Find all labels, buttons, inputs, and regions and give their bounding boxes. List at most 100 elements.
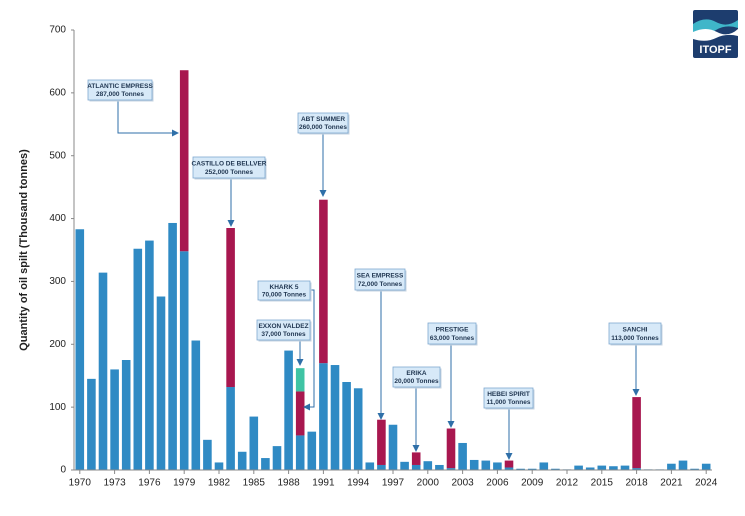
y-axis-title: Quantity of oil spilt (Thousand tonnes) — [18, 149, 30, 351]
x-tick-label: 2003 — [451, 478, 474, 489]
bar-segment — [156, 296, 166, 470]
annotation-title: SANCHI — [623, 326, 648, 333]
bar-segment — [632, 397, 641, 469]
x-tick-label: 2009 — [521, 478, 544, 489]
bar-segment — [690, 468, 699, 470]
annotation-detail: 11,000 Tonnes — [487, 399, 531, 406]
annotation-detail: 37,000 Tonnes — [261, 331, 306, 338]
annotation-title: CASTILLO DE BELLVER — [192, 160, 267, 167]
x-tick-label: 2012 — [556, 478, 579, 489]
bar-segment — [342, 382, 351, 470]
bar-segment — [551, 468, 560, 470]
bar-segment — [168, 222, 177, 470]
bar-segment — [504, 467, 514, 470]
bar-segment — [75, 229, 85, 470]
annotation-box — [192, 156, 266, 179]
bar-segment — [98, 272, 108, 470]
x-tick-label: 1976 — [138, 478, 161, 489]
bar-segment — [365, 462, 375, 470]
annotation-title: ABT SUMMER — [301, 116, 345, 123]
bar-segment — [191, 340, 201, 470]
y-tick-label: 700 — [49, 25, 66, 36]
annotation-detail: 72,000 Tonnes — [358, 281, 403, 288]
annotation-box — [87, 79, 153, 101]
bar-segment — [261, 458, 270, 470]
bar-segment — [597, 465, 607, 470]
bar-segment — [481, 460, 491, 470]
x-tick-label: 1997 — [382, 478, 405, 489]
bar-segment — [516, 468, 525, 470]
annotation-detail: 20,000 Tonnes — [394, 378, 439, 385]
bar-segment — [701, 463, 711, 470]
bar-segment — [377, 464, 386, 470]
bar-segment — [400, 461, 409, 470]
annotation-detail: 252,000 Tonnes — [205, 169, 253, 176]
annotation-title: KHARK 5 — [270, 284, 299, 291]
bar-segment — [527, 468, 537, 470]
logo-text: ITOPF — [699, 44, 731, 56]
bar-segment — [458, 442, 467, 470]
y-tick-label: 100 — [49, 402, 66, 413]
bar-segment — [295, 368, 305, 392]
bar-segment — [585, 467, 595, 470]
y-tick-label: 600 — [49, 87, 66, 98]
x-tick-label: 1979 — [173, 478, 196, 489]
annotation-detail: 63,000 Tonnes — [430, 335, 475, 342]
bar-segment — [446, 428, 456, 469]
x-tick-label: 1991 — [312, 478, 335, 489]
bar-segment — [469, 459, 479, 470]
bar-segment — [504, 460, 514, 468]
annotation-title: ERIKA — [406, 370, 427, 377]
bar-segment — [249, 416, 259, 470]
bar-segment — [179, 70, 189, 252]
annotation-title: HEBEI SPIRIT — [487, 391, 530, 398]
annotation-box — [297, 112, 349, 134]
bar-segment — [226, 387, 235, 470]
y-tick-label: 400 — [49, 213, 66, 224]
bar-segment — [574, 465, 583, 470]
bar-segment — [284, 350, 293, 470]
bar-segment — [620, 465, 630, 470]
bar-segment — [319, 363, 328, 470]
bar-segment — [110, 369, 119, 470]
bar-segment — [678, 460, 688, 470]
y-tick-label: 200 — [49, 339, 66, 350]
bar-segment — [295, 391, 305, 436]
bar-segment — [214, 462, 224, 470]
y-tick-label: 0 — [60, 465, 66, 476]
x-tick-label: 2000 — [417, 478, 440, 489]
bar-segment — [411, 464, 421, 470]
bar-segment — [121, 360, 131, 470]
annotation-arrow — [303, 289, 315, 411]
x-tick-label: 1973 — [103, 478, 126, 489]
annotation-box — [427, 322, 477, 345]
x-tick-label: 1988 — [277, 478, 300, 489]
annotation-box — [483, 387, 534, 409]
annotation-box — [256, 319, 311, 341]
bar-segment — [145, 240, 154, 470]
annotation-title: PRESTIGE — [436, 326, 470, 333]
bar-segment — [237, 451, 247, 470]
bar-segment — [330, 365, 340, 470]
bar-segment — [539, 462, 549, 470]
annotation-detail: 287,000 Tonnes — [96, 91, 144, 98]
annotation-title: ATLANTIC EMPRESS — [87, 83, 153, 90]
x-tick-label: 2018 — [625, 478, 648, 489]
bar-segment — [377, 419, 386, 465]
x-tick-label: 1982 — [208, 478, 231, 489]
annotation-arrow — [117, 100, 179, 137]
bar-segment — [133, 248, 143, 470]
bar-segment — [411, 452, 421, 465]
bar-segment — [632, 468, 641, 470]
bar-segment — [423, 461, 433, 470]
bar-segment — [319, 199, 328, 364]
bar-segment — [272, 446, 282, 470]
annotation-detail: 70,000 Tonnes — [262, 291, 307, 298]
annotation-detail: 260,000 Tonnes — [299, 124, 347, 131]
bar-segment — [307, 431, 317, 470]
logo: ITOPF — [693, 10, 738, 58]
x-tick-label: 2006 — [486, 478, 509, 489]
x-tick-label: 2024 — [695, 478, 718, 489]
bar-segment — [203, 439, 212, 470]
